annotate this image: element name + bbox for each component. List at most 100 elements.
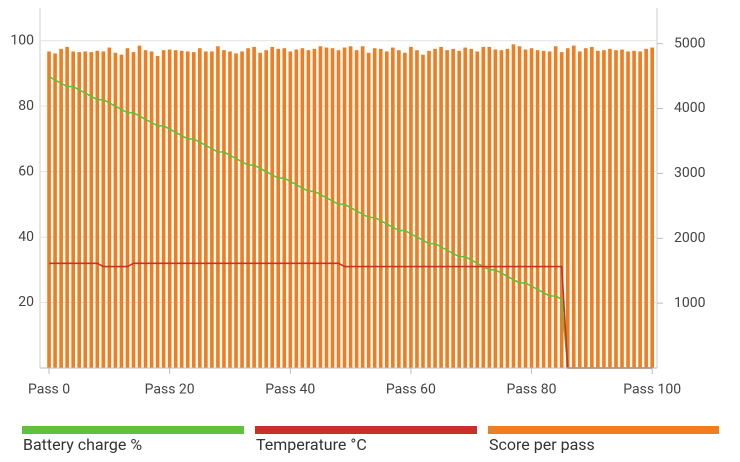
bar: [384, 51, 389, 368]
bar: [95, 50, 100, 368]
bar: [397, 50, 401, 368]
bar: [517, 46, 522, 369]
bar: [336, 50, 341, 368]
x-tick-label: Pass 60: [386, 382, 436, 398]
bar: [300, 48, 305, 368]
bar: [198, 48, 202, 368]
bar: [234, 53, 238, 369]
bar: [354, 50, 359, 368]
y-tick-label: 60: [18, 163, 34, 179]
y-tick-label: 80: [18, 98, 34, 114]
bar: [294, 49, 299, 368]
bar: [372, 48, 377, 368]
bar: [288, 51, 293, 368]
bar: [481, 46, 486, 369]
legend-swatch: [22, 426, 244, 434]
legend: Battery charge % Temperature °C Score per …: [22, 426, 719, 454]
bar: [125, 48, 130, 368]
bar: [276, 48, 281, 368]
bar: [493, 49, 498, 368]
bar: [65, 46, 69, 369]
grid: [40, 40, 657, 304]
bar: [204, 51, 208, 368]
bar: [113, 52, 118, 369]
bar: [210, 51, 214, 368]
bar: [312, 48, 317, 368]
bar: [433, 48, 437, 368]
bar: [403, 52, 407, 369]
bar: [571, 45, 576, 369]
bar: [306, 50, 311, 368]
bar: [360, 46, 365, 369]
bar: [427, 50, 431, 368]
legend-swatch: [488, 426, 719, 434]
bar: [173, 50, 178, 368]
legend-label: Battery charge %: [23, 435, 142, 454]
bar: [463, 47, 468, 368]
bar: [620, 49, 624, 368]
x-tick-label: Pass 20: [145, 382, 195, 398]
line: [48, 76, 653, 369]
y2-tick-label: 2000: [674, 230, 706, 246]
bar: [119, 54, 124, 369]
bar: [602, 50, 606, 368]
bar: [101, 51, 106, 368]
bar: [439, 46, 443, 369]
bar: [107, 47, 112, 368]
bar: [565, 48, 570, 368]
bar: [143, 50, 148, 368]
bar: [632, 50, 636, 368]
x-tick-label: Pass 40: [265, 382, 315, 398]
bar: [415, 50, 419, 368]
bar: [608, 48, 612, 368]
y2-tick-label: 3000: [674, 165, 706, 181]
x-tick-label: Pass 80: [507, 382, 557, 398]
y-tick-label: 100: [10, 32, 34, 48]
bar: [626, 51, 630, 368]
bar: [409, 46, 413, 369]
bar: [161, 50, 166, 368]
plot: [47, 44, 654, 369]
bar: [77, 52, 82, 369]
bar: [252, 46, 256, 369]
y2-tick-label: 1000: [674, 295, 706, 311]
bar: [137, 45, 142, 369]
bar: [451, 48, 455, 368]
bar: [270, 46, 275, 369]
bar: [590, 46, 594, 369]
bar: [487, 46, 492, 369]
bar: [469, 48, 474, 368]
bar: [391, 47, 395, 368]
bar: [71, 51, 75, 368]
bar: [228, 51, 232, 368]
bar: [324, 47, 329, 368]
bar: [584, 48, 588, 368]
bar: [366, 52, 371, 369]
bar: [179, 50, 184, 368]
bar: [258, 52, 262, 369]
bar: [264, 50, 268, 368]
y2-tick-label: 5000: [674, 35, 706, 51]
bar: [89, 52, 94, 369]
bar: [457, 50, 461, 368]
bar: [191, 52, 196, 369]
legend-swatch: [255, 426, 477, 434]
bar: [330, 48, 335, 368]
bar: [529, 48, 534, 368]
bar: [421, 54, 425, 369]
legend-label: Temperature °C: [256, 435, 367, 454]
bar: [149, 51, 154, 368]
bar: [167, 49, 172, 368]
bar: [246, 48, 250, 368]
bar: [644, 48, 648, 368]
legend-label: Score per pass: [489, 435, 595, 454]
bar: [499, 50, 504, 368]
bar: [53, 53, 57, 369]
axes: 20 40 60 80 100 1000 2000 3000 4000 5000 Pass 0 Pas…: [10, 32, 705, 397]
bar: [445, 50, 449, 368]
x-tick-label: Pass 0: [28, 382, 70, 398]
bar: [523, 49, 528, 368]
bar: [553, 46, 558, 369]
bar: [47, 51, 51, 368]
